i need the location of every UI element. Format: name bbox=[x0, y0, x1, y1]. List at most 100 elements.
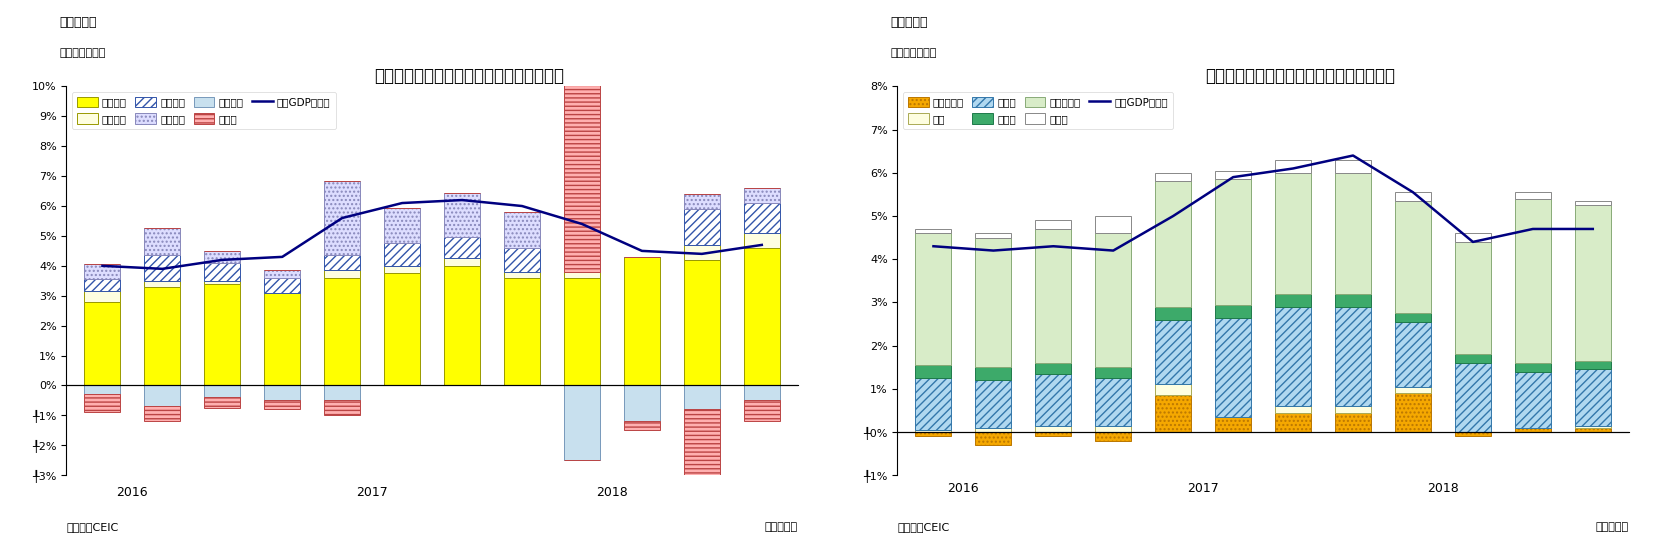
Bar bbox=[916, 229, 951, 233]
Bar bbox=[1394, 387, 1431, 393]
Bar bbox=[444, 238, 480, 258]
Bar bbox=[1514, 363, 1551, 372]
Bar bbox=[683, 209, 720, 245]
Bar bbox=[1335, 160, 1371, 173]
Bar bbox=[1514, 428, 1551, 432]
Legend: 民間消費, 政府消費, 民間投資, 公共投資, 在庫変動, 純輸出, 実質GDP成長率: 民間消費, 政府消費, 民間投資, 公共投資, 在庫変動, 純輸出, 実質GDP… bbox=[71, 92, 336, 129]
Bar bbox=[204, 397, 241, 408]
Text: 2017: 2017 bbox=[356, 485, 387, 498]
Bar bbox=[444, 193, 480, 238]
Bar bbox=[1095, 432, 1132, 441]
Legend: 農林水産業, 鉱業, 製造業, 建設業, サービス業, その他, 実質GDP成長率: 農林水産業, 鉱業, 製造業, 建設業, サービス業, その他, 実質GDP成長… bbox=[902, 92, 1173, 129]
Bar bbox=[1215, 318, 1251, 417]
Bar bbox=[384, 207, 420, 244]
Bar bbox=[563, 32, 600, 272]
Bar bbox=[916, 365, 951, 378]
Bar bbox=[563, 272, 600, 278]
Bar bbox=[85, 279, 120, 291]
Bar bbox=[916, 430, 951, 432]
Bar bbox=[264, 278, 301, 293]
Bar bbox=[745, 248, 779, 386]
Bar bbox=[384, 273, 420, 386]
Bar bbox=[444, 266, 480, 386]
Bar bbox=[745, 401, 779, 421]
Text: 2016: 2016 bbox=[116, 485, 148, 498]
Bar bbox=[1335, 413, 1371, 432]
Bar bbox=[916, 432, 951, 436]
Bar bbox=[1576, 428, 1610, 432]
Bar bbox=[1275, 413, 1311, 432]
Bar bbox=[745, 386, 779, 401]
Bar bbox=[504, 278, 540, 386]
Text: 2016: 2016 bbox=[947, 482, 979, 495]
Bar bbox=[204, 284, 241, 386]
Bar bbox=[623, 421, 660, 430]
Text: 2018: 2018 bbox=[597, 485, 628, 498]
Bar bbox=[85, 302, 120, 386]
Bar bbox=[145, 281, 181, 287]
Bar bbox=[976, 380, 1012, 428]
Bar bbox=[1215, 417, 1251, 432]
Title: マレーシアの実質ＧＤＰ成長率（供給側）: マレーシアの実質ＧＤＰ成長率（供給側） bbox=[1205, 67, 1394, 85]
Bar bbox=[384, 266, 420, 273]
Bar bbox=[1215, 179, 1251, 305]
Bar bbox=[85, 386, 120, 394]
Bar bbox=[85, 265, 120, 279]
Bar bbox=[1035, 432, 1072, 436]
Bar bbox=[1275, 294, 1311, 307]
Bar bbox=[204, 263, 241, 281]
Bar bbox=[1095, 378, 1132, 426]
Bar bbox=[976, 432, 1012, 445]
Text: （図表２）: （図表２） bbox=[891, 16, 927, 29]
Bar bbox=[1035, 426, 1072, 432]
Text: （図表１）: （図表１） bbox=[60, 16, 96, 29]
Bar bbox=[1035, 374, 1072, 426]
Bar bbox=[1335, 406, 1371, 413]
Bar bbox=[1394, 322, 1431, 387]
Bar bbox=[683, 386, 720, 409]
Bar bbox=[504, 212, 540, 248]
Bar bbox=[563, 386, 600, 460]
Bar bbox=[1514, 199, 1551, 363]
Bar bbox=[1394, 393, 1431, 432]
Bar bbox=[976, 238, 1012, 367]
Bar bbox=[1215, 305, 1251, 318]
Bar bbox=[623, 386, 660, 421]
Bar bbox=[204, 251, 241, 263]
Bar bbox=[324, 255, 361, 271]
Bar bbox=[745, 188, 779, 203]
Bar bbox=[683, 245, 720, 260]
Bar bbox=[976, 233, 1012, 238]
Bar bbox=[1275, 173, 1311, 294]
Bar bbox=[1454, 242, 1491, 354]
Bar bbox=[264, 401, 301, 409]
Bar bbox=[1454, 363, 1491, 432]
Bar bbox=[324, 401, 361, 415]
Bar bbox=[745, 203, 779, 233]
Bar bbox=[1576, 201, 1610, 205]
Bar bbox=[324, 278, 361, 386]
Bar bbox=[1035, 220, 1072, 229]
Text: （四半期）: （四半期） bbox=[1596, 522, 1629, 532]
Bar bbox=[976, 367, 1012, 380]
Bar bbox=[1394, 201, 1431, 313]
Bar bbox=[204, 386, 241, 397]
Bar bbox=[324, 386, 361, 401]
Bar bbox=[1335, 294, 1371, 307]
Bar bbox=[1035, 363, 1072, 374]
Bar bbox=[1155, 307, 1192, 320]
Bar bbox=[623, 257, 660, 386]
Bar bbox=[1275, 406, 1311, 413]
Bar bbox=[1576, 369, 1610, 426]
Text: （四半期）: （四半期） bbox=[765, 522, 798, 532]
Bar bbox=[916, 233, 951, 365]
Bar bbox=[1275, 307, 1311, 406]
Bar bbox=[1576, 205, 1610, 361]
Text: 2017: 2017 bbox=[1187, 482, 1218, 495]
Bar bbox=[976, 428, 1012, 432]
Bar bbox=[1095, 367, 1132, 378]
Bar bbox=[1155, 181, 1192, 307]
Text: （資料）CEIC: （資料）CEIC bbox=[66, 522, 118, 532]
Bar bbox=[145, 255, 181, 281]
Bar bbox=[264, 271, 301, 278]
